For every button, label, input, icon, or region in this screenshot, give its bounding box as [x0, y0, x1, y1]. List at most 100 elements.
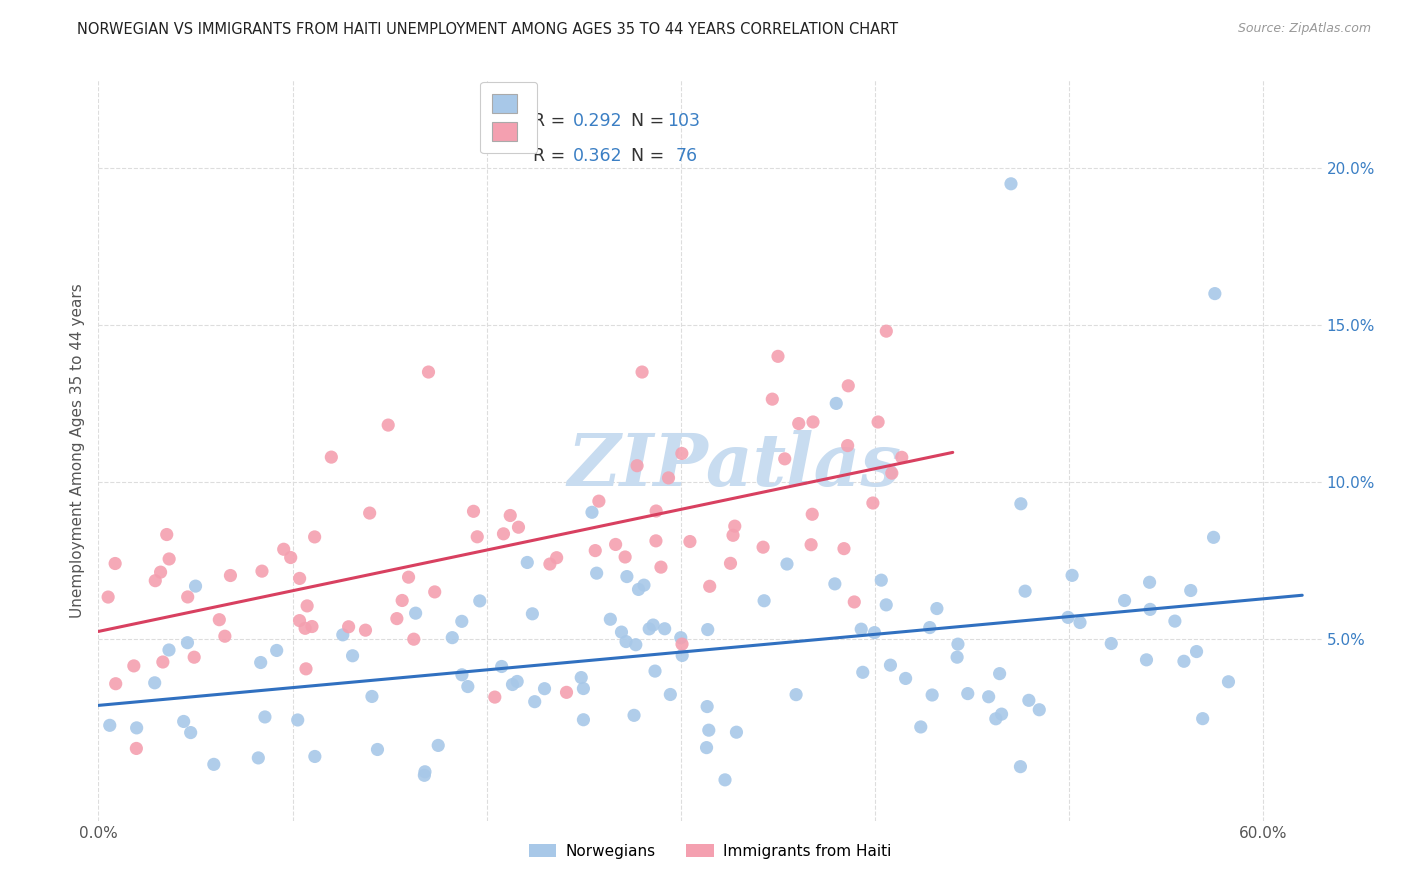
- Point: [800, 538, 823, 552]
- Point: [451, 668, 474, 682]
- Point: [1014, 584, 1036, 599]
- Point: [180, 725, 202, 739]
- Point: [880, 466, 903, 480]
- Point: [465, 530, 488, 544]
- Text: 0.362: 0.362: [574, 147, 623, 165]
- Point: [184, 579, 207, 593]
- Point: [1028, 703, 1050, 717]
- Point: [679, 534, 702, 549]
- Point: [572, 713, 595, 727]
- Text: ZIPatlas: ZIPatlas: [568, 430, 901, 500]
- Point: [863, 625, 886, 640]
- Text: R =: R =: [533, 112, 571, 130]
- Point: [304, 749, 326, 764]
- Point: [457, 680, 479, 694]
- Point: [581, 505, 603, 519]
- Point: [468, 594, 491, 608]
- Point: [463, 504, 485, 518]
- Point: [501, 677, 523, 691]
- Point: [1191, 712, 1213, 726]
- Point: [851, 622, 873, 636]
- Point: [801, 508, 824, 522]
- Point: [1010, 759, 1032, 773]
- Point: [157, 552, 180, 566]
- Point: [643, 618, 665, 632]
- Point: [176, 636, 198, 650]
- Y-axis label: Unemployment Among Ages 35 to 44 years: Unemployment Among Ages 35 to 44 years: [69, 283, 84, 618]
- Point: [125, 721, 148, 735]
- Point: [413, 764, 436, 779]
- Point: [638, 622, 661, 636]
- Point: [946, 650, 969, 665]
- Point: [1000, 177, 1022, 191]
- Point: [697, 723, 720, 738]
- Point: [645, 504, 668, 518]
- Point: [671, 637, 693, 651]
- Point: [720, 557, 742, 571]
- Point: [921, 688, 943, 702]
- Point: [250, 564, 273, 578]
- Point: [724, 519, 747, 533]
- Point: [413, 768, 436, 782]
- Point: [862, 496, 884, 510]
- Point: [644, 664, 666, 678]
- Point: [825, 396, 848, 410]
- Point: [522, 607, 544, 621]
- Point: [623, 708, 645, 723]
- Point: [288, 614, 311, 628]
- Point: [1180, 583, 1202, 598]
- Point: [157, 643, 180, 657]
- Point: [366, 742, 388, 756]
- Point: [321, 450, 343, 464]
- Point: [287, 713, 309, 727]
- Point: [725, 725, 748, 739]
- Point: [616, 569, 638, 583]
- Point: [1204, 286, 1226, 301]
- Point: [868, 415, 890, 429]
- Point: [844, 595, 866, 609]
- Point: [104, 677, 127, 691]
- Text: 76: 76: [676, 147, 697, 165]
- Point: [870, 573, 893, 587]
- Text: Source: ZipAtlas.com: Source: ZipAtlas.com: [1237, 22, 1371, 36]
- Point: [671, 446, 693, 460]
- Point: [956, 687, 979, 701]
- Point: [977, 690, 1000, 704]
- Point: [696, 740, 718, 755]
- Point: [249, 656, 271, 670]
- Point: [398, 570, 420, 584]
- Point: [671, 648, 693, 663]
- Point: [555, 685, 578, 699]
- Point: [699, 579, 721, 593]
- Point: [605, 537, 627, 551]
- Point: [614, 634, 637, 648]
- Point: [219, 568, 242, 582]
- Point: [659, 688, 682, 702]
- Point: [143, 675, 166, 690]
- Point: [918, 621, 941, 635]
- Point: [385, 611, 408, 625]
- Point: [337, 620, 360, 634]
- Point: [361, 690, 384, 704]
- Point: [614, 549, 637, 564]
- Point: [696, 699, 718, 714]
- Point: [852, 665, 875, 680]
- Point: [516, 556, 538, 570]
- Point: [405, 606, 427, 620]
- Point: [752, 540, 775, 554]
- Point: [650, 560, 672, 574]
- Text: 0.292: 0.292: [574, 112, 623, 130]
- Point: [894, 672, 917, 686]
- Point: [984, 712, 1007, 726]
- Point: [492, 526, 515, 541]
- Point: [988, 666, 1011, 681]
- Point: [1057, 610, 1080, 624]
- Point: [423, 585, 446, 599]
- Point: [776, 557, 799, 571]
- Point: [990, 707, 1012, 722]
- Point: [143, 574, 166, 588]
- Point: [295, 662, 318, 676]
- Point: [304, 530, 326, 544]
- Point: [98, 718, 121, 732]
- Point: [418, 365, 440, 379]
